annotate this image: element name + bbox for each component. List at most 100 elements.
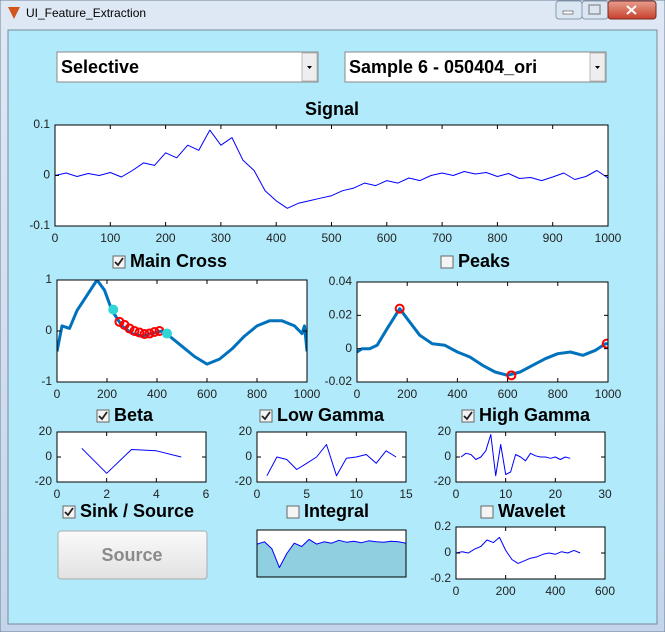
checkbox-label[interactable]: Low Gamma [277, 405, 385, 425]
x-tick-label: 20 [549, 487, 563, 501]
x-tick-label: 0 [354, 387, 361, 401]
chart: Signal 0 100 200 300 400 500 600 700 800 900 1000 -0… [29, 99, 621, 245]
checkbox-label[interactable]: Integral [304, 501, 369, 521]
plot-area [55, 129, 608, 209]
marker [601, 338, 608, 349]
axes-frame [256, 431, 407, 483]
checkbox-label[interactable]: High Gamma [479, 405, 591, 425]
check-mark [64, 507, 74, 517]
maximize-button[interactable] [581, 0, 609, 20]
checkbox[interactable] [62, 505, 76, 519]
checkbox[interactable] [259, 409, 273, 423]
y-tick-label: 0 [45, 323, 52, 337]
axes-frame [455, 431, 606, 483]
x-tick-label: 0 [453, 487, 460, 501]
plot-area [266, 444, 397, 477]
checkbox[interactable] [440, 255, 454, 269]
checkbox-label[interactable]: Beta [114, 405, 154, 425]
x-tick-label: 0 [453, 584, 460, 598]
x-tick-label: 10 [499, 487, 513, 501]
checkbox[interactable] [286, 505, 300, 519]
x-tick-label: 600 [197, 387, 217, 401]
y-tick-label: 0 [444, 449, 451, 463]
marker [129, 326, 140, 336]
x-tick-label: 400 [266, 231, 286, 245]
y-tick-label: -0.2 [430, 571, 451, 585]
dropdown[interactable] [56, 51, 319, 83]
check-mark [114, 257, 124, 267]
plot-area [456, 536, 581, 564]
x-tick-label: 900 [543, 231, 563, 245]
plot-area [57, 280, 307, 366]
x-tick-label: 1000 [294, 387, 321, 401]
area [257, 539, 406, 577]
x-tick-label: 200 [496, 584, 516, 598]
y-tick-label: -1 [41, 374, 52, 388]
minimize-button[interactable] [555, 0, 583, 20]
axes-frame [54, 124, 609, 227]
marker [144, 328, 155, 339]
chart [256, 529, 407, 578]
chart: 0 200 400 600-0.200.2 [430, 519, 615, 598]
content: Selective Sample 6 - 050404_ori Sink / Sou… [29, 51, 622, 598]
x-tick-label: 4 [153, 487, 160, 501]
x-tick-label: 800 [487, 231, 507, 245]
checkbox[interactable] [480, 505, 494, 519]
marker [139, 329, 150, 340]
check-mark [98, 411, 108, 421]
app-icon [8, 7, 20, 19]
checkbox-label[interactable]: Wavelet [498, 501, 565, 521]
marker [162, 328, 172, 339]
x-tick-label: 600 [377, 231, 397, 245]
dropdown-arrow [307, 66, 312, 69]
source-button[interactable] [57, 530, 208, 580]
dropdown[interactable] [344, 51, 607, 83]
y-tick-label: 0 [345, 341, 352, 355]
plot-area [257, 538, 406, 577]
x-tick-label: 300 [211, 231, 231, 245]
x-tick-label: 0 [54, 487, 61, 501]
axes-frame [356, 281, 609, 383]
axes-background [57, 280, 307, 382]
x-tick-label: 700 [432, 231, 452, 245]
line [81, 447, 182, 474]
close-icon [626, 5, 637, 15]
chart: 0 200 400 600 800 1000-101 [41, 272, 320, 401]
x-tick-label: 400 [545, 584, 565, 598]
x-tick-label: 5 [303, 487, 310, 501]
axes-background [57, 432, 206, 482]
line [357, 307, 608, 377]
checkbox-label[interactable]: Sink / Source [80, 501, 194, 521]
checkbox-label[interactable]: Peaks [458, 251, 510, 271]
y-tick-label: 20 [438, 424, 452, 438]
marker [134, 327, 145, 338]
x-tick-label: 200 [97, 387, 117, 401]
y-tick-label: -20 [235, 474, 253, 488]
checkbox[interactable] [461, 409, 475, 423]
x-tick-label: 200 [397, 387, 417, 401]
y-tick-label: 0.02 [329, 308, 353, 322]
x-tick-label: 1000 [595, 387, 622, 401]
x-tick-label: 400 [147, 387, 167, 401]
axes-background [456, 432, 605, 482]
plot-area [460, 434, 571, 477]
checkbox[interactable] [96, 409, 110, 423]
checkbox-label[interactable]: Main Cross [130, 251, 227, 271]
source-button-label[interactable]: Source [101, 545, 162, 565]
line [460, 434, 571, 477]
y-tick-label: -20 [434, 474, 452, 488]
checkbox[interactable] [112, 255, 126, 269]
x-tick-label: 600 [595, 584, 615, 598]
x-tick-label: 0 [254, 487, 261, 501]
plot-area [81, 447, 182, 474]
y-tick-label: -20 [35, 474, 53, 488]
x-tick-label: 15 [399, 487, 413, 501]
line [55, 129, 608, 209]
x-tick-label: 2 [103, 487, 110, 501]
y-tick-label: 1 [45, 272, 52, 286]
maximize-icon [588, 4, 601, 15]
y-tick-label: 0.04 [329, 274, 353, 288]
